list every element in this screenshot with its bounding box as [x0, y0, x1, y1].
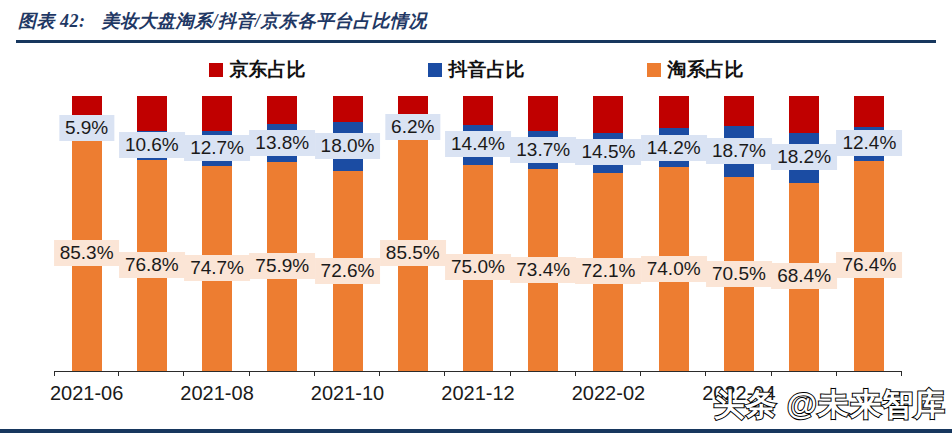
jd-segment	[854, 96, 884, 127]
taobao-swatch-icon	[647, 63, 661, 77]
taobao-share-label: 68.4%	[771, 263, 837, 289]
taobao-share-label: 73.4%	[510, 257, 576, 283]
x-axis-label: 2022-02	[572, 382, 645, 405]
plot-area: 5.9%85.3%2021-0610.6%76.8%12.7%74.7%2021…	[54, 96, 902, 371]
axis-tick	[314, 371, 315, 376]
taobao-share-label: 75.9%	[249, 253, 315, 279]
axis-tick	[54, 371, 55, 376]
axis-tick	[771, 371, 772, 376]
taobao-share-label: 72.1%	[576, 258, 642, 284]
stacked-bar	[789, 96, 819, 371]
jd-segment	[463, 96, 493, 125]
taobao-share-label: 76.4%	[836, 252, 902, 278]
jd-segment	[333, 96, 363, 122]
jd-swatch-icon	[209, 63, 223, 77]
taobao-share-label: 85.5%	[380, 240, 446, 266]
bar-column: 6.2% 85.5%	[380, 96, 445, 371]
legend-item-jd: 京东占比	[209, 57, 306, 83]
axis-tick	[575, 371, 576, 376]
taobao-share-label: 74.0%	[641, 256, 707, 282]
bar-column: 13.8% 75.9%	[250, 96, 315, 371]
watermark: 头条 @未来智库	[713, 384, 946, 426]
axis-tick	[249, 371, 250, 376]
douyin-share-label: 13.7%	[510, 137, 576, 163]
douyin-share-label: 12.7%	[184, 135, 250, 161]
figure-number: 图表 42:	[18, 11, 86, 31]
jd-segment	[724, 96, 754, 126]
bar-column: 14.2% 74.0%	[641, 96, 706, 371]
axis-tick	[118, 371, 119, 376]
taobao-share-label: 85.3%	[54, 240, 120, 266]
axis-tick	[183, 371, 184, 376]
bar-column: 14.4%75.0%2021-12	[445, 96, 510, 371]
page-title: 美妆大盘淘系/抖音/京东各平台占比情况	[102, 11, 428, 31]
douyin-share-label: 18.0%	[315, 133, 381, 159]
stacked-bar	[593, 96, 623, 371]
bar-column: 18.2% 68.4%	[772, 96, 837, 371]
legend-item-douyin: 抖音占比	[428, 57, 525, 83]
jd-segment	[789, 96, 819, 133]
x-axis-label: 2021-06	[50, 382, 123, 405]
bar-column: 14.5%72.1%2022-02	[576, 96, 641, 371]
douyin-share-label: 14.4%	[445, 131, 511, 157]
axis-tick	[379, 371, 380, 376]
legend-label-jd: 京东占比	[230, 57, 306, 83]
axis-tick	[705, 371, 706, 376]
bar-column: 12.7%74.7%2021-08	[184, 96, 249, 371]
douyin-share-label: 18.7%	[706, 138, 772, 164]
axis-tick	[836, 371, 837, 376]
jd-segment	[202, 96, 232, 131]
bar-column: 13.7% 73.4%	[511, 96, 576, 371]
bar-column: 18.7%70.5%2022-04	[706, 96, 771, 371]
douyin-share-label: 10.6%	[119, 132, 185, 158]
jd-segment	[593, 96, 623, 133]
x-axis-label: 2021-08	[180, 382, 253, 405]
axis-tick	[901, 371, 902, 376]
douyin-share-label: 12.4%	[836, 130, 902, 156]
bar-column: 18.0%72.6%2021-10	[315, 96, 380, 371]
legend-label-douyin: 抖音占比	[449, 57, 525, 83]
x-axis-label: 2021-10	[311, 382, 384, 405]
legend-label-taobao: 淘系占比	[668, 57, 744, 83]
taobao-share-label: 76.8%	[119, 252, 185, 278]
legend-item-taobao: 淘系占比	[647, 57, 744, 83]
douyin-share-label: 18.2%	[771, 144, 837, 170]
douyin-share-label: 13.8%	[249, 130, 315, 156]
taobao-share-label: 72.6%	[315, 258, 381, 284]
taobao-share-label: 74.7%	[184, 255, 250, 281]
bar-column: 12.4% 76.4%	[837, 96, 902, 371]
chart-legend: 京东占比 抖音占比 淘系占比	[0, 57, 952, 83]
taobao-share-label: 75.0%	[445, 254, 511, 280]
jd-segment	[659, 96, 689, 128]
taobao-share-label: 70.5%	[706, 261, 772, 287]
x-axis-line	[54, 371, 902, 372]
bar-column: 10.6% 76.8%	[119, 96, 184, 371]
douyin-swatch-icon	[428, 63, 442, 77]
title-divider	[16, 40, 936, 43]
bar-column: 5.9%85.3%2021-06	[54, 96, 119, 371]
x-axis-label: 2021-12	[441, 382, 514, 405]
figure-title: 图表 42: 美妆大盘淘系/抖音/京东各平台占比情况	[0, 0, 952, 33]
jd-segment	[267, 96, 297, 124]
douyin-share-label: 14.2%	[641, 135, 707, 161]
axis-tick	[640, 371, 641, 376]
jd-segment	[137, 96, 167, 131]
axis-tick	[444, 371, 445, 376]
douyin-share-label: 14.5%	[576, 139, 642, 165]
douyin-share-label: 5.9%	[59, 115, 114, 141]
axis-tick	[510, 371, 511, 376]
jd-segment	[528, 96, 558, 131]
douyin-share-label: 6.2%	[385, 114, 440, 140]
bottom-divider	[0, 429, 952, 433]
